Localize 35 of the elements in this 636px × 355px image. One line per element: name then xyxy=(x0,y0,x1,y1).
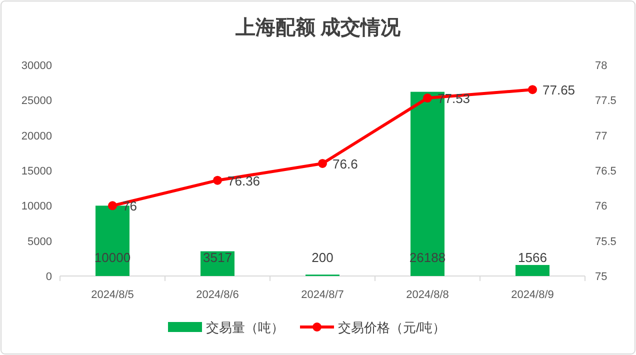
data-label: 77.65 xyxy=(542,82,576,98)
y2-tick-label: 75.5 xyxy=(595,236,616,248)
data-label: 76.6 xyxy=(332,156,358,172)
y2-tick-label: 75 xyxy=(595,271,608,283)
y2-tick-label: 78 xyxy=(595,60,608,72)
point xyxy=(528,85,537,94)
y-tick-label: 25000 xyxy=(21,95,52,108)
data-label: 76.36 xyxy=(228,173,260,188)
x-tick-label: 2024/8/9 xyxy=(511,289,554,301)
y-tick-label: 20000 xyxy=(21,130,52,142)
data-label: 3517 xyxy=(203,250,232,265)
y-tick-label: 15000 xyxy=(21,166,52,178)
data-label: 200 xyxy=(312,250,334,265)
data-label: 76 xyxy=(122,198,137,214)
point xyxy=(213,176,222,185)
point xyxy=(423,94,432,103)
x-tick-label: 2024/8/6 xyxy=(196,289,239,301)
point xyxy=(318,158,327,168)
bar xyxy=(516,264,550,276)
y2-tick-label: 76.5 xyxy=(595,166,616,178)
y2-tick-label: 77 xyxy=(595,130,608,142)
y-tick-label: 0 xyxy=(46,271,52,283)
x-tick-label: 2024/8/7 xyxy=(301,289,344,301)
data-label: 1566 xyxy=(518,250,547,265)
chart-title: 上海配额 成交情况 xyxy=(234,16,402,39)
y-tick-label: 5000 xyxy=(28,236,52,248)
y-tick-label: 10000 xyxy=(21,200,52,213)
y-tick-label: 30000 xyxy=(21,60,52,72)
legend-label: 交易量（吨） xyxy=(206,320,284,335)
point xyxy=(108,201,117,210)
y2-tick-label: 77.5 xyxy=(595,95,616,108)
y2-tick-label: 76 xyxy=(595,200,608,213)
x-tick-label: 2024/8/8 xyxy=(406,289,449,301)
x-tick-label: 2024/8/5 xyxy=(91,289,134,301)
legend-label: 交易价格（元/吨） xyxy=(338,320,446,335)
